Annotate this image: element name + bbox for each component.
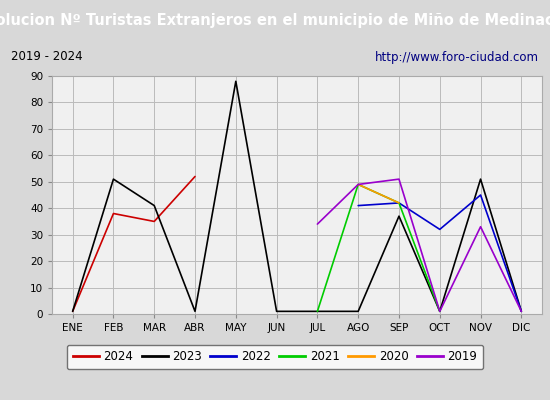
Text: Evolucion Nº Turistas Extranjeros en el municipio de Miño de Medinaceli: Evolucion Nº Turistas Extranjeros en el … (0, 14, 550, 28)
Text: http://www.foro-ciudad.com: http://www.foro-ciudad.com (375, 50, 539, 64)
Legend: 2024, 2023, 2022, 2021, 2020, 2019: 2024, 2023, 2022, 2021, 2020, 2019 (67, 344, 483, 370)
Text: 2019 - 2024: 2019 - 2024 (11, 50, 82, 64)
